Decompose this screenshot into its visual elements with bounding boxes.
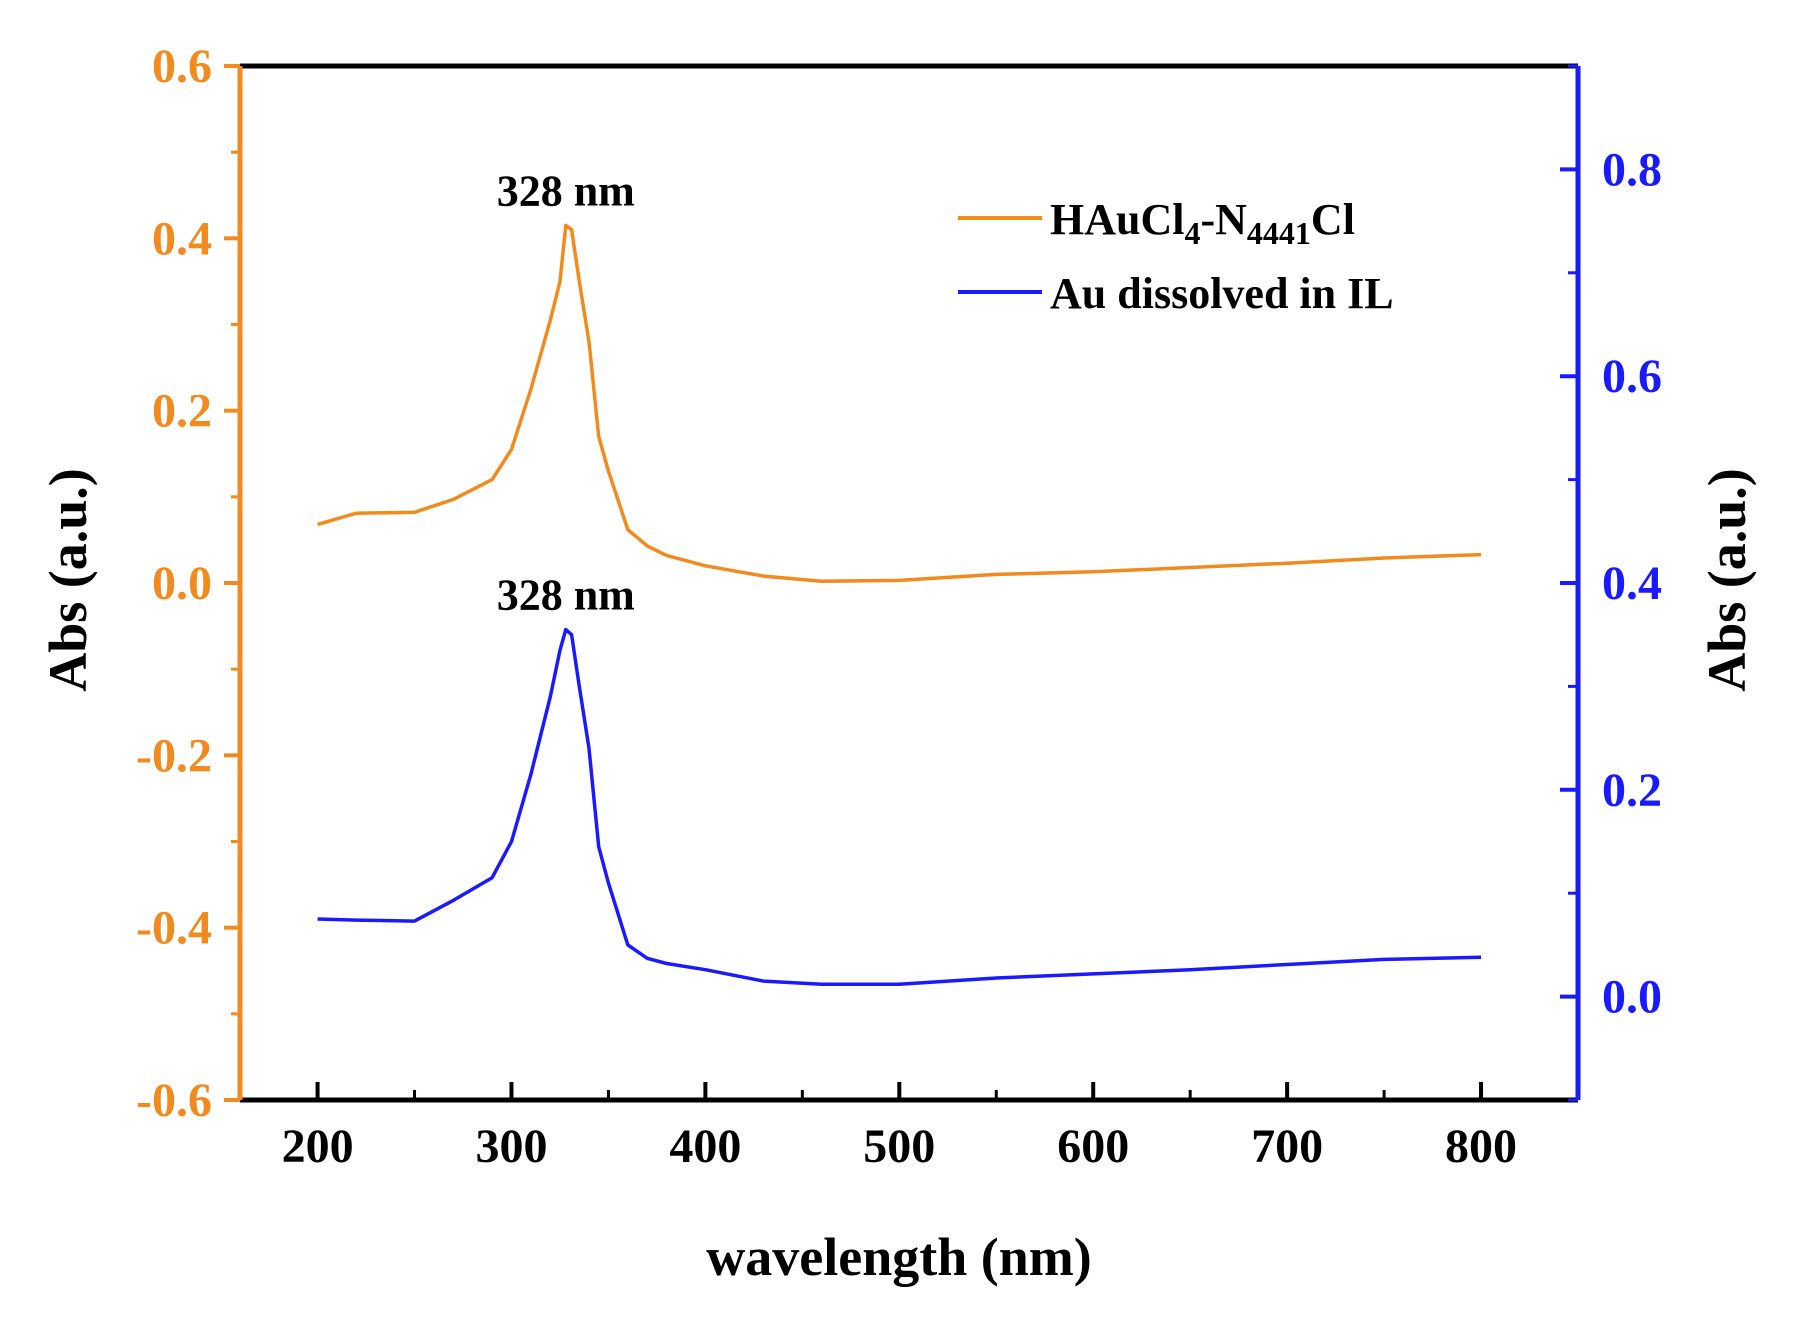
left-y-tick-label: 0.2 (152, 385, 212, 438)
left-y-tick-label: 0.6 (152, 40, 212, 93)
x-tick-label: 300 (475, 1120, 547, 1173)
left-y-axis-title: Abs (a.u.) (38, 468, 98, 692)
left-y-tick-label: 0.0 (152, 557, 212, 610)
series-layer (317, 223, 1482, 986)
x-tick-label: 400 (669, 1120, 741, 1173)
right-y-tick-label: 0.0 (1602, 971, 1662, 1024)
right-y-tick-label: 0.6 (1602, 350, 1662, 403)
series-line-au-dissolved (317, 627, 1482, 986)
x-tick-label: 500 (863, 1120, 935, 1173)
x-tick-label: 200 (282, 1120, 354, 1173)
right-y-axis-title: Abs (a.u.) (1697, 468, 1757, 692)
peak-annotation: 328 nm (497, 166, 635, 215)
x-axis-title: wavelength (nm) (706, 1227, 1091, 1287)
left-y-tick-label: -0.2 (136, 729, 212, 782)
legend-label-haucl4: HAuCl4-N4441Cl (1050, 195, 1355, 251)
x-tick-label: 800 (1445, 1120, 1517, 1173)
right-y-tick-label: 0.2 (1602, 764, 1662, 817)
series-line-haucl4 (317, 223, 1482, 584)
peak-annotation: 328 nm (497, 571, 635, 620)
legend-label-au-dissolved: Au dissolved in IL (1050, 269, 1394, 318)
left-y-tick-label: -0.4 (136, 902, 212, 955)
x-tick-label: 700 (1251, 1120, 1323, 1173)
right-y-tick-label: 0.4 (1602, 557, 1662, 610)
left-y-tick-label: -0.6 (136, 1074, 212, 1127)
legend: HAuCl4-N4441Cl Au dissolved in IL (958, 195, 1394, 318)
left-y-tick-label: 0.4 (152, 212, 212, 265)
right-y-tick-label: 0.8 (1602, 143, 1662, 196)
x-tick-label: 600 (1057, 1120, 1129, 1173)
